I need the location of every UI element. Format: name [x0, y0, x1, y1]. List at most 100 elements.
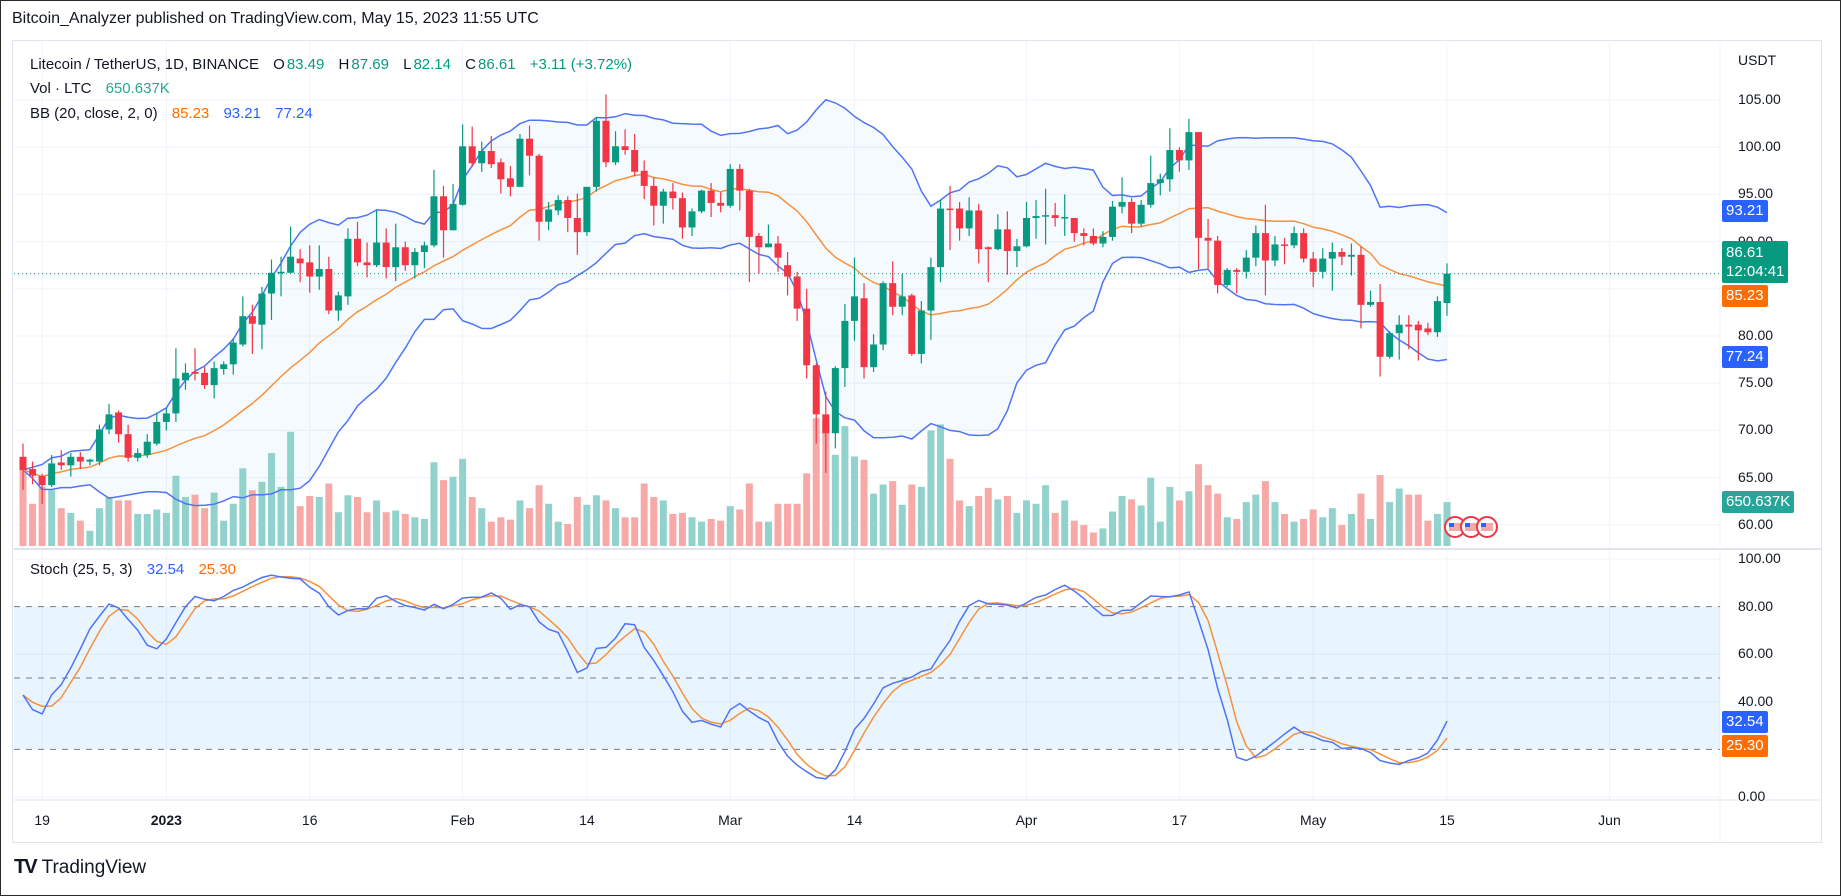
candle — [1175, 147, 1183, 172]
candle-body — [38, 475, 46, 486]
publish-info: Bitcoin_Analyzer published on TradingVie… — [12, 10, 539, 27]
candle-body — [392, 247, 400, 268]
time-axis-label: Mar — [718, 812, 743, 828]
candle — [287, 226, 295, 274]
candle — [688, 208, 696, 236]
time-axis-label: 16 — [301, 812, 318, 828]
candle — [1357, 246, 1365, 329]
candle — [717, 192, 725, 213]
volume-bar — [1070, 520, 1078, 546]
volume-bar — [1175, 500, 1183, 546]
stoch-legend: Stoch (25, 5, 3) 32.54 25.30 — [30, 561, 238, 578]
candle — [344, 228, 352, 305]
price-axis-unit[interactable]: USDT — [1738, 52, 1777, 68]
candle — [1099, 231, 1107, 248]
stoch-label[interactable]: Stoch (25, 5, 3) — [30, 561, 133, 578]
volume-bar — [917, 486, 925, 546]
candle-body — [745, 190, 753, 237]
volume-bar — [1013, 512, 1021, 546]
candle — [248, 304, 256, 354]
symbol-title[interactable]: Litecoin / TetherUS, 1D, BINANCE — [30, 56, 259, 73]
candle-body — [946, 208, 954, 211]
volume-bar — [1108, 511, 1116, 546]
candle — [1233, 268, 1241, 294]
volume-bar — [564, 524, 572, 546]
candle — [19, 443, 27, 490]
candle-body — [1290, 233, 1298, 246]
volume-bar — [1051, 512, 1059, 546]
volume-bar — [1128, 499, 1136, 546]
candle-body — [678, 198, 686, 228]
volume-bar — [1319, 517, 1327, 546]
volume-bar — [115, 500, 123, 546]
candle — [1080, 228, 1088, 246]
candle-body — [717, 202, 725, 206]
candle — [1061, 194, 1069, 236]
candle — [564, 196, 572, 233]
candle — [86, 458, 94, 466]
volume-bar — [1099, 528, 1107, 546]
volume-bar — [48, 490, 56, 546]
candle — [736, 164, 744, 211]
volume-bar — [640, 483, 648, 546]
candle-body — [1156, 179, 1164, 184]
candle-body — [1433, 301, 1441, 333]
candle-body — [382, 242, 390, 268]
stoch-tick-label: 100.00 — [1738, 550, 1781, 566]
volume-bar — [678, 512, 686, 546]
volume-bar — [1233, 518, 1241, 546]
volume-label[interactable]: Vol · LTC — [30, 80, 92, 97]
candle — [153, 412, 161, 446]
candle — [535, 153, 543, 241]
candle — [67, 453, 75, 477]
candle-body — [640, 170, 648, 186]
flag-stripes — [1448, 523, 1461, 531]
volume-bar — [535, 485, 543, 546]
candle — [602, 94, 610, 168]
candle — [707, 183, 715, 218]
volume-bar — [1137, 505, 1145, 546]
candle-body — [850, 296, 858, 321]
bar-countdown: 12:04:41 — [1726, 263, 1785, 280]
candle-body — [267, 272, 275, 294]
candle-body — [487, 150, 495, 165]
candle-body — [220, 364, 228, 370]
candle — [946, 185, 954, 251]
candle-body — [1424, 328, 1432, 333]
candle — [440, 185, 448, 258]
candle-body — [1061, 217, 1069, 219]
candle-body — [889, 283, 897, 307]
candle — [191, 348, 199, 381]
volume-bar — [353, 497, 361, 546]
candle — [1214, 235, 1222, 294]
candle-body — [344, 238, 352, 297]
candle — [325, 256, 333, 315]
candle — [1386, 331, 1394, 359]
candle-body — [1099, 236, 1107, 244]
volume-bar — [822, 421, 830, 546]
bb-label[interactable]: BB (20, close, 2, 0) — [30, 105, 158, 122]
candle — [1424, 322, 1432, 336]
volume-bar — [363, 512, 371, 546]
candle-body — [917, 310, 925, 354]
candle-body — [76, 456, 84, 462]
volume-bar — [1252, 494, 1260, 546]
stoch-tick-label: 0.00 — [1738, 788, 1766, 804]
candle — [745, 188, 753, 283]
candle — [134, 448, 142, 462]
volume-bar — [325, 483, 333, 546]
candle — [573, 193, 581, 255]
candle-body — [1070, 218, 1078, 234]
candle — [889, 261, 897, 316]
volume-bar — [95, 508, 103, 546]
tradingview-brand[interactable]: TV TradingView — [14, 856, 146, 879]
candle-body — [726, 168, 734, 206]
candle — [612, 131, 620, 166]
candle — [1367, 290, 1375, 307]
candle-body — [86, 459, 94, 462]
candle-body — [631, 150, 639, 172]
flag-canton — [1448, 523, 1454, 527]
candle — [793, 271, 801, 321]
volume-bar — [698, 521, 706, 546]
